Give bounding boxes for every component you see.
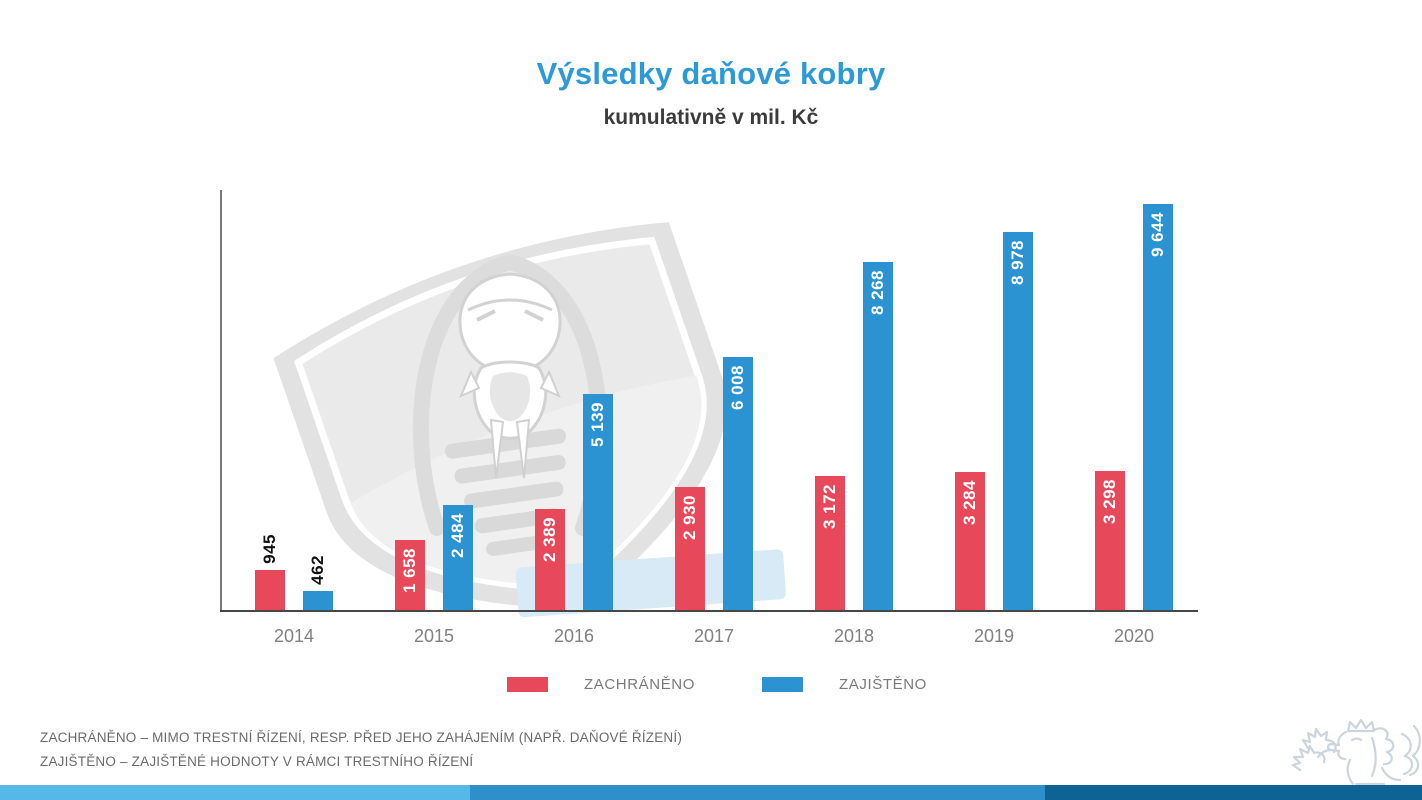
bar-zachraneno-2018: 3 172	[815, 476, 845, 610]
legend-item-zajisteno: ZAJIŠTĚNO	[762, 676, 927, 693]
legend-label-zajisteno: ZAJIŠTĚNO	[839, 676, 927, 693]
bar-value-label: 462	[308, 555, 327, 585]
footer-stripe-medium	[470, 785, 1045, 800]
bar-value-label: 3 172	[820, 484, 839, 530]
legend-swatch-zachraneno	[507, 677, 548, 692]
x-axis-label-2019: 2019	[973, 626, 1015, 646]
bar-zajisteno-2015: 2 484	[443, 505, 473, 610]
bar-value-label: 8 978	[1008, 240, 1027, 286]
x-axis-label-2016: 2016	[553, 626, 595, 646]
bar-zajisteno-2018: 8 268	[863, 262, 893, 610]
footer-stripe-light	[0, 785, 470, 800]
x-axis-line	[220, 610, 1198, 612]
page-title: Výsledky daňové kobry	[536, 56, 886, 91]
bar-zachraneno-2019: 3 284	[955, 472, 985, 610]
bar-zajisteno-2019: 8 978	[1003, 232, 1033, 610]
x-axis-label-2020: 2020	[1113, 626, 1155, 646]
bar-zachraneno-2016: 2 389	[535, 509, 565, 610]
bar-value-label: 2 484	[448, 513, 467, 559]
bar-zachraneno-2020: 3 298	[1095, 471, 1125, 610]
footnote-zachraneno: ZACHRÁNĚNO – MIMO TRESTNÍ ŘÍZENÍ, RESP. …	[40, 730, 683, 745]
bar-value-label: 6 008	[728, 365, 747, 411]
x-axis-label-2017: 2017	[693, 626, 735, 646]
y-axis-line	[220, 190, 222, 611]
bar-zajisteno-2020: 9 644	[1143, 204, 1173, 610]
page-subtitle: kumulativně v mil. Kč	[603, 106, 819, 129]
bar-zajisteno-2014: 462	[303, 555, 333, 610]
bar-value-label: 9 644	[1148, 212, 1167, 258]
footer-stripe-dark	[1045, 785, 1422, 800]
legend-swatch-zajisteno	[762, 677, 803, 692]
bar-zachraneno-2017: 2 930	[675, 487, 705, 610]
x-axis-label-2018: 2018	[833, 626, 875, 646]
bar-zajisteno-2017: 6 008	[723, 357, 753, 610]
czech-lion-emblem	[1291, 718, 1421, 786]
x-axis-label-2014: 2014	[273, 626, 315, 646]
footer-stripes	[0, 785, 1422, 800]
bar-zajisteno-2016: 5 139	[583, 394, 613, 610]
legend-item-zachraneno: ZACHRÁNĚNO	[507, 676, 695, 693]
bar-zachraneno-2015: 1 658	[395, 540, 425, 610]
footnote-zajisteno: ZAJIŠTĚNO – ZAJIŠTĚNÉ HODNOTY V RÁMCI TR…	[40, 754, 474, 769]
legend-label-zachraneno: ZACHRÁNĚNO	[584, 676, 696, 693]
bar-value-label: 8 268	[868, 270, 887, 316]
bar-value-label: 3 298	[1100, 479, 1119, 525]
bar-value-label: 2 930	[680, 495, 699, 541]
bar-zachraneno-2014: 945	[255, 534, 285, 610]
bar-value-label: 1 658	[400, 548, 419, 594]
bar-value-label: 945	[260, 534, 279, 564]
bar-value-label: 2 389	[540, 517, 559, 563]
bar-value-label: 3 284	[960, 480, 979, 526]
x-axis-label-2015: 2015	[413, 626, 455, 646]
bar-value-label: 5 139	[588, 402, 607, 448]
